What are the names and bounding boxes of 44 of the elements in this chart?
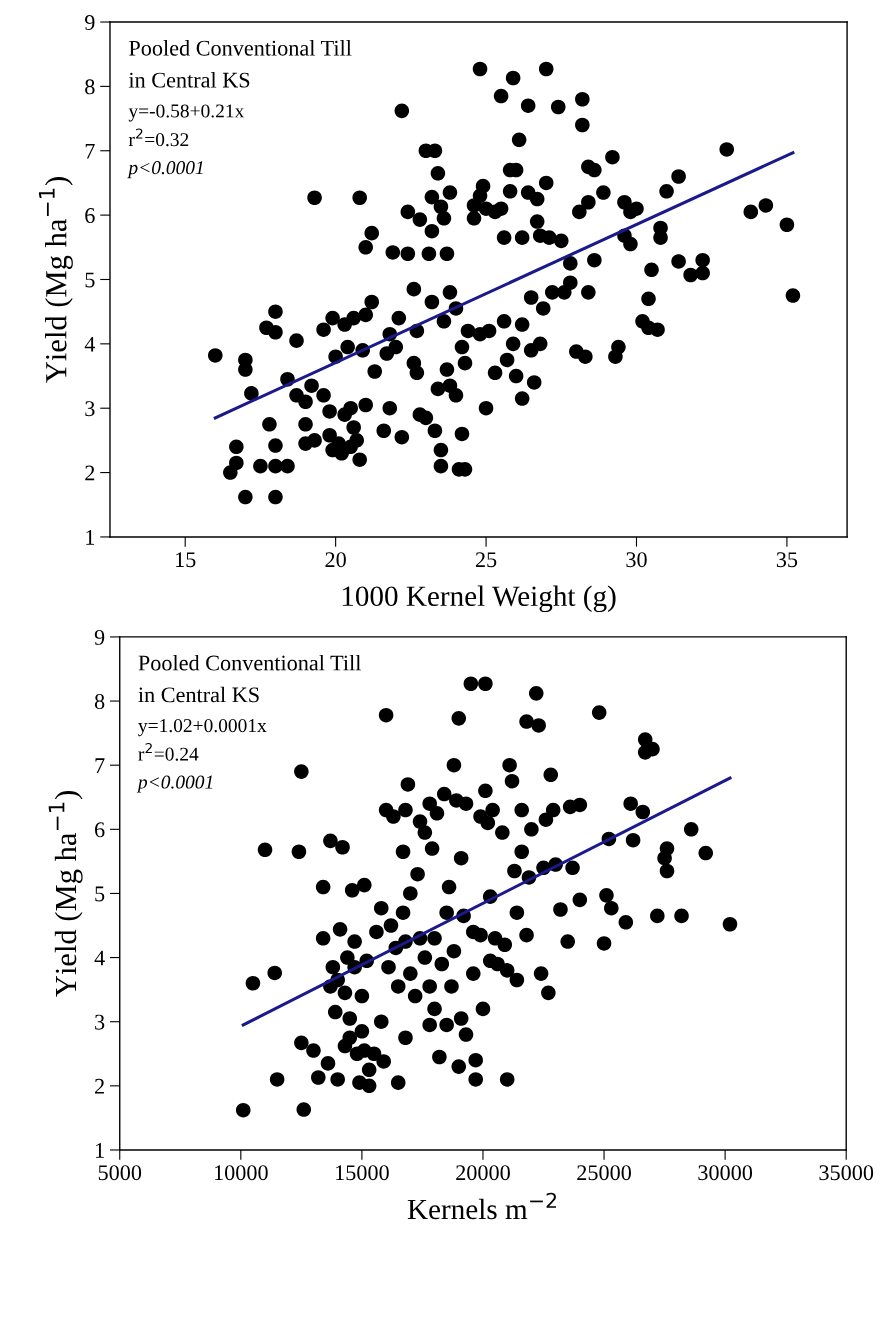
y-tick-label: 8 (85, 79, 95, 95)
x-axis-title: 1000 Kernel Weight (g) (342, 585, 616, 613)
x-tick-label: 35000 (819, 1165, 874, 1181)
y-tick-label: 7 (85, 143, 95, 159)
annotation: y=1.02+0.0001x (138, 719, 267, 737)
annotation: Pooled Conventional Till (129, 40, 352, 56)
annotation: r$^{2}$=0.32 (128, 128, 189, 147)
y-tick-label: 5 (85, 272, 95, 288)
x-tick-label: 15 (176, 552, 196, 568)
x-axis-title: Kernels m$^{−2}$ (407, 1192, 557, 1220)
y-tick-label: 9 (94, 629, 105, 645)
annotation: r$^{2}$=0.24 (138, 742, 199, 761)
y-tick-label: 9 (85, 15, 95, 30)
x-tick-label: 10000 (215, 1165, 268, 1181)
y-axis-title: Yield (Mg ha$^{−1}$) (38, 177, 73, 383)
y-tick-label: 7 (95, 758, 105, 773)
y-tick-label: 2 (95, 1078, 104, 1094)
annotation: in Central KS (128, 71, 250, 88)
x-tick-label: 35 (776, 552, 798, 568)
x-tick-label: 20 (325, 552, 346, 568)
y-tick-label: 3 (85, 401, 95, 417)
annotation: Pooled Conventional Till (138, 654, 361, 671)
y-tick-label: 6 (85, 208, 95, 224)
annotation: y=-0.58+0.21x (128, 104, 245, 122)
x-tick-label: 15000 (336, 1165, 389, 1181)
y-tick-label: 4 (84, 336, 96, 352)
y-tick-label: 3 (95, 1014, 105, 1030)
y-tick-label: 8 (94, 693, 105, 709)
x-tick-label: 25 (475, 552, 497, 568)
y-tick-label: 4 (94, 950, 105, 966)
x-tick-label: 25000 (577, 1165, 631, 1181)
y-axis-title: Yield (Mg ha$^{−1}$) (48, 791, 83, 997)
y-tick-label: 1 (86, 529, 95, 545)
x-tick-label: 5000 (98, 1165, 142, 1181)
y-tick-label: 6 (95, 822, 105, 838)
annotation: p<0.0001 (127, 161, 203, 179)
x-tick-label: 30000 (698, 1165, 753, 1181)
y-tick-label: 5 (95, 886, 105, 902)
y-tick-label: 1 (96, 1143, 104, 1158)
annotation: in Central KS (138, 686, 259, 703)
x-tick-label: 20000 (456, 1165, 510, 1181)
annotation: p<0.0001 (136, 775, 213, 793)
y-tick-label: 2 (85, 465, 95, 481)
x-tick-label: 30 (626, 552, 647, 568)
